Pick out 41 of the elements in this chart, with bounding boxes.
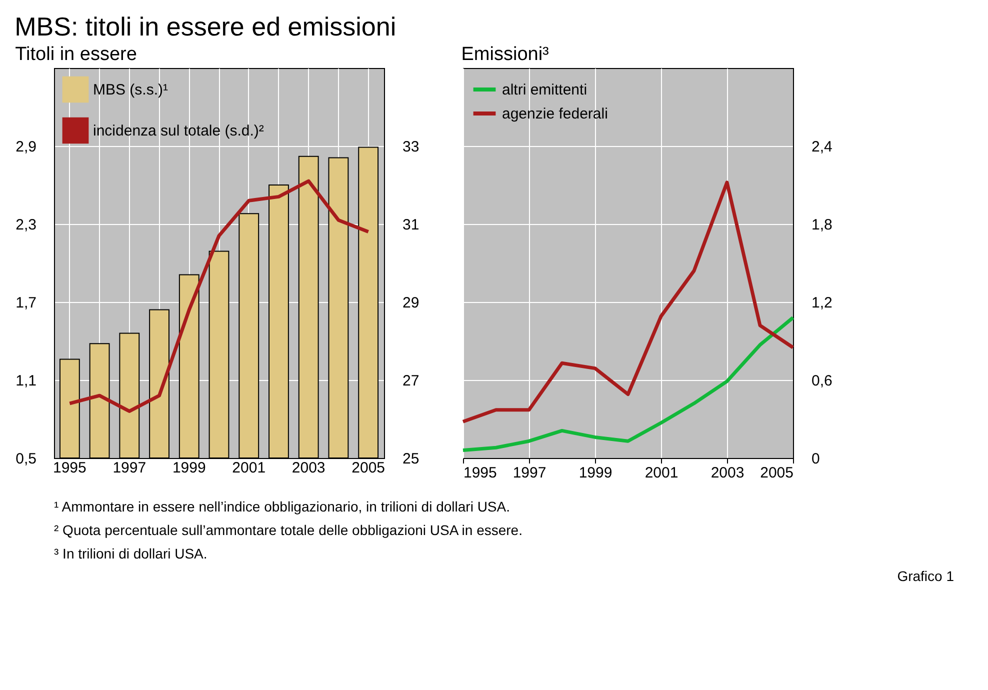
x-tick-label: 2005: [352, 460, 386, 476]
y2-tick-label: 25: [402, 450, 420, 468]
x-tick-label: 2001: [644, 464, 678, 482]
x-tick-label: 2001: [232, 460, 266, 476]
legend-label: agenzie federali: [502, 106, 608, 122]
x-tick-label: 1997: [112, 460, 146, 476]
y2-tick-label: 31: [402, 216, 420, 234]
line-series: [461, 180, 795, 424]
y-tick-label: 2,4: [812, 138, 832, 156]
y-tick-label: 0,6: [812, 372, 832, 390]
y-tick-label: 1,1: [16, 372, 36, 390]
y2-tick-label: 29: [402, 294, 420, 312]
y-tick-label: 1,7: [16, 294, 36, 312]
text: Grafico 1: [897, 568, 954, 584]
legend-label: incidenza sul totale (s.d.)²: [93, 122, 264, 140]
x-tick-label: 2003: [292, 460, 326, 476]
x-tick-label: 2005: [760, 464, 794, 482]
chart-title: Emissioni³: [461, 44, 549, 65]
legend-label: altri emittenti: [502, 82, 588, 98]
y-tick-label: 2,3: [16, 216, 36, 234]
x-tick-label: 1999: [578, 464, 612, 482]
x-tick-label: 1999: [172, 460, 206, 476]
x-tick-label: 1995: [464, 464, 497, 482]
y-tick-label: 1,8: [812, 216, 832, 234]
legend-label: MBS (s.s.)¹: [93, 82, 168, 98]
line-series: [461, 316, 795, 452]
line-series: [68, 179, 370, 413]
chart-title: Titoli in essere: [15, 44, 137, 65]
text: ² Quota percentuale sull’ammontare totale delle obbligazioni USA in essere.: [54, 522, 522, 538]
text: ¹ Ammontare in essere nell’indice obbligazionario, in trilioni di dollari USA.: [54, 498, 510, 515]
y-tick-label: 0: [812, 450, 820, 468]
y-tick-label: 1,2: [812, 294, 832, 312]
x-tick-label: 2003: [710, 464, 744, 482]
text: MBS: titoli in essere ed emissioni: [14, 12, 396, 42]
y2-tick-label: 27: [402, 372, 420, 390]
y-tick-label: 2,9: [16, 138, 36, 156]
x-tick-label: 1997: [512, 464, 546, 482]
y2-tick-label: 33: [402, 138, 420, 156]
x-tick-label: 1995: [52, 460, 86, 476]
y-tick-label: 0,5: [16, 450, 36, 468]
text: ³ In trilioni di dollari USA.: [54, 545, 208, 562]
